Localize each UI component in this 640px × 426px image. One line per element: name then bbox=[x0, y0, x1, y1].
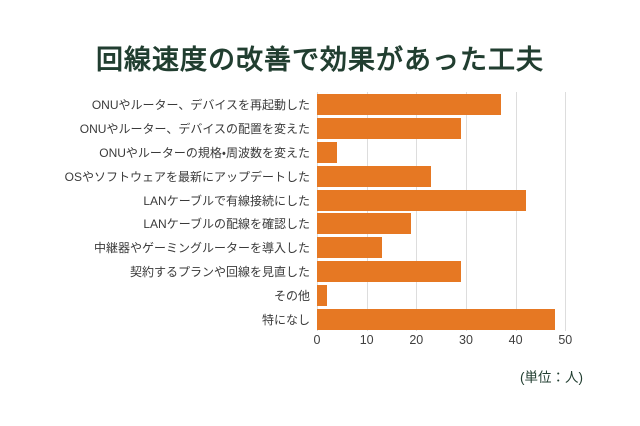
bar bbox=[317, 118, 461, 140]
bar-rows: ONUやルーター、デバイスを再起動した ONUやルーター、デバイスの配置を変えた O… bbox=[0, 93, 640, 331]
bar-track bbox=[317, 237, 590, 259]
category-label: 特になし bbox=[261, 312, 310, 327]
bar-track bbox=[317, 94, 590, 116]
category-label: LANケーブルの配線を確認した bbox=[143, 217, 310, 232]
bar-track bbox=[317, 284, 590, 306]
chart-row: その他 bbox=[0, 283, 640, 307]
x-tick-label-0: 0 bbox=[313, 333, 321, 347]
chart-row: ONUやルーターの規格・周波数を変えた bbox=[0, 141, 640, 165]
category-label: 契約するプランや回線を見直した bbox=[129, 264, 310, 279]
chart-row: OSやソフトウェアを最新にアップデートした bbox=[0, 164, 640, 188]
category-label: LANケーブルで有線接続にした bbox=[143, 193, 310, 208]
bar-track bbox=[317, 308, 590, 330]
chart-row: 中継器やゲーミングルーターを導入した bbox=[0, 236, 640, 260]
bar-track bbox=[317, 260, 590, 282]
bar bbox=[317, 141, 337, 163]
x-tick-label-30: 30 bbox=[459, 333, 473, 347]
bar bbox=[317, 260, 461, 282]
chart-row: 契約するプランや回線を見直した bbox=[0, 260, 640, 284]
bar bbox=[317, 189, 526, 211]
gridline-40 bbox=[515, 92, 517, 331]
category-label: ONUやルーター、デバイスを再起動した bbox=[91, 98, 310, 113]
x-tick-label-50: 50 bbox=[558, 333, 573, 347]
gridline-20 bbox=[416, 92, 418, 331]
category-label: OSやソフトウェアを最新にアップデートした bbox=[64, 169, 310, 184]
category-label: ONUやルーター、デバイスの配置を変えた bbox=[79, 122, 310, 137]
bar-track bbox=[317, 165, 590, 187]
bar bbox=[317, 165, 432, 187]
x-tick-label-10: 10 bbox=[359, 333, 374, 347]
unit-label: (単位：人) bbox=[520, 370, 583, 385]
gridline-50 bbox=[565, 92, 567, 331]
gridline-30 bbox=[465, 92, 467, 331]
bar bbox=[317, 284, 327, 306]
bar-track bbox=[317, 213, 590, 235]
bar bbox=[317, 94, 501, 116]
category-label: その他 bbox=[273, 288, 310, 303]
chart-row: 特になし bbox=[0, 307, 640, 331]
x-tick-label-40: 40 bbox=[508, 333, 523, 347]
gridline-10 bbox=[366, 92, 368, 331]
category-label: 中継器やゲーミングルーターを導入した bbox=[93, 241, 310, 256]
gridline-0 bbox=[317, 92, 318, 331]
chart-row: LANケーブルで有線接続にした bbox=[0, 188, 640, 212]
bar-track bbox=[317, 118, 590, 140]
bar-track bbox=[317, 189, 590, 211]
chart-row: ONUやルーター、デバイスを再起動した bbox=[0, 93, 640, 117]
category-label: ONUやルーターの規格・周波数を変えた bbox=[99, 145, 310, 160]
chart-row: ONUやルーター、デバイスの配置を変えた bbox=[0, 117, 640, 141]
chart-row: LANケーブルの配線を確認した bbox=[0, 212, 640, 236]
chart-title: 回線速度の改善で効果があった工夫 bbox=[96, 45, 544, 75]
bar-track bbox=[317, 141, 590, 163]
x-tick-label-20: 20 bbox=[409, 333, 424, 347]
bar bbox=[317, 308, 556, 330]
bar bbox=[317, 237, 382, 259]
bar bbox=[317, 213, 412, 235]
